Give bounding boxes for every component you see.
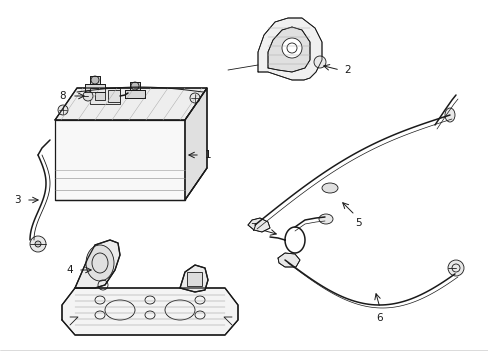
Ellipse shape [447,260,463,276]
Bar [55,120,184,200]
Bar [95,92,105,100]
Polygon shape [247,218,269,232]
Polygon shape [55,88,206,120]
Bar [186,272,202,286]
Polygon shape [85,84,105,92]
Ellipse shape [58,105,68,115]
Bar [90,88,120,104]
Polygon shape [180,265,207,292]
Ellipse shape [321,183,337,193]
Text: 6: 6 [376,313,383,323]
Ellipse shape [83,91,93,101]
Ellipse shape [318,214,332,224]
Ellipse shape [86,245,114,281]
Text: 8: 8 [59,91,66,101]
Text: 7: 7 [250,223,257,233]
Ellipse shape [190,93,200,103]
Ellipse shape [91,76,99,84]
Ellipse shape [35,241,41,247]
Ellipse shape [313,56,325,68]
Polygon shape [90,76,100,84]
Polygon shape [258,18,321,80]
Polygon shape [278,253,299,267]
Polygon shape [62,288,238,335]
Ellipse shape [282,38,302,58]
Ellipse shape [30,236,46,252]
Text: 1: 1 [204,150,211,160]
Polygon shape [267,27,309,72]
Text: 4: 4 [66,265,73,275]
Text: 2: 2 [343,65,350,75]
Polygon shape [125,90,145,98]
Polygon shape [75,240,120,288]
Bar [108,90,120,102]
Text: 3: 3 [14,195,21,205]
Polygon shape [184,88,206,200]
Ellipse shape [131,82,139,90]
Polygon shape [130,82,140,90]
Ellipse shape [444,108,454,122]
Text: 5: 5 [354,218,361,228]
